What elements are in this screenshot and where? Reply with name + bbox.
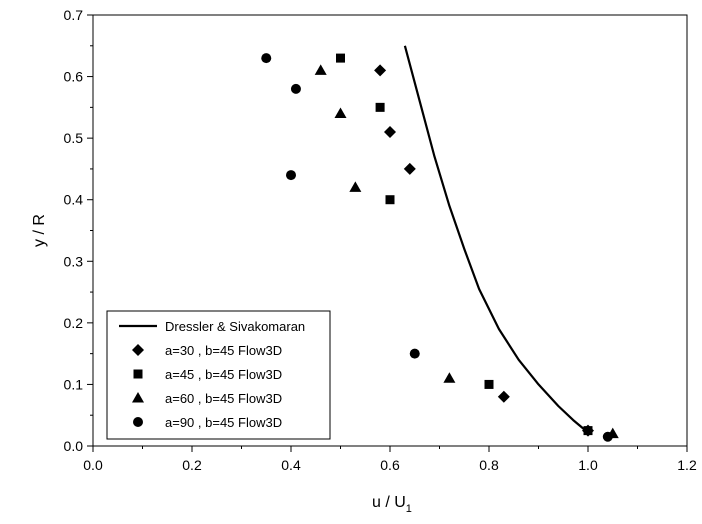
y-tick-label: 0.1 bbox=[64, 376, 84, 392]
data-point-square bbox=[336, 53, 345, 63]
x-tick-label: 0.2 bbox=[182, 457, 202, 473]
legend-marker-circle bbox=[133, 417, 143, 427]
legend-label: Dressler & Sivakomaran bbox=[165, 319, 305, 334]
x-axis-title: u / U1 bbox=[372, 494, 412, 515]
y-tick-label: 0.7 bbox=[64, 7, 84, 23]
data-point-square bbox=[385, 195, 395, 205]
y-tick-label: 0.4 bbox=[64, 192, 84, 208]
y-tick-label: 0.6 bbox=[64, 69, 84, 85]
y-axis-title: y / R bbox=[31, 214, 48, 247]
legend-label: a=90 , b=45 Flow3D bbox=[165, 415, 282, 430]
data-point-square bbox=[583, 426, 593, 436]
data-point-diamond bbox=[384, 125, 396, 138]
x-tick-label: 0.4 bbox=[281, 457, 301, 473]
data-point-diamond bbox=[374, 64, 387, 77]
data-point-circle bbox=[286, 170, 296, 181]
legend-marker-diamond bbox=[132, 344, 144, 356]
data-point-diamond bbox=[403, 162, 416, 175]
legend-label: a=60 , b=45 Flow3D bbox=[165, 391, 282, 406]
legend-marker-square bbox=[133, 369, 143, 379]
legend-box bbox=[106, 310, 331, 440]
data-point-diamond bbox=[497, 390, 510, 403]
y-tick-label: 0.2 bbox=[64, 315, 84, 331]
y-tick-label: 0.0 bbox=[64, 438, 84, 454]
x-tick-label: 0.8 bbox=[479, 457, 499, 473]
series-line-dressler bbox=[403, 45, 589, 434]
legend-label: a=30 , b=45 Flow3D bbox=[165, 343, 282, 358]
data-point-circle bbox=[602, 431, 613, 442]
x-tick-label: 1.0 bbox=[578, 457, 598, 473]
legend: Dressler & Sivakomaran a=30 , b=45 Flow3D… bbox=[106, 310, 331, 440]
x-axis-title-subscript: 1 bbox=[406, 503, 412, 515]
plot-area: 0.0 0.2 0.4 0.6 0.8 1.0 1.2 0.0 0.1 0.2 0.3 0.4 0.5 0… bbox=[64, 7, 697, 473]
x-tick-label: 1.2 bbox=[677, 457, 697, 473]
data-point-triangle bbox=[443, 372, 456, 383]
legend-label: a=45 , b=45 Flow3D bbox=[165, 367, 282, 382]
data-point-triangle bbox=[349, 181, 362, 192]
data-marks bbox=[261, 45, 619, 442]
legend-marker-triangle bbox=[132, 392, 144, 403]
data-point-circle bbox=[261, 53, 272, 64]
data-point-triangle bbox=[314, 64, 327, 75]
data-point-square bbox=[484, 379, 494, 389]
y-tick-label: 0.3 bbox=[64, 253, 84, 269]
x-tick-label: 0.0 bbox=[83, 457, 103, 473]
x-axis-title-text: u / U bbox=[372, 494, 406, 511]
data-point-circle bbox=[290, 83, 301, 94]
data-point-square bbox=[375, 102, 385, 112]
y-tick-label: 0.5 bbox=[64, 130, 84, 146]
data-point-circle bbox=[409, 348, 420, 359]
x-tick-label: 0.6 bbox=[380, 457, 400, 473]
data-point-triangle bbox=[334, 107, 347, 119]
